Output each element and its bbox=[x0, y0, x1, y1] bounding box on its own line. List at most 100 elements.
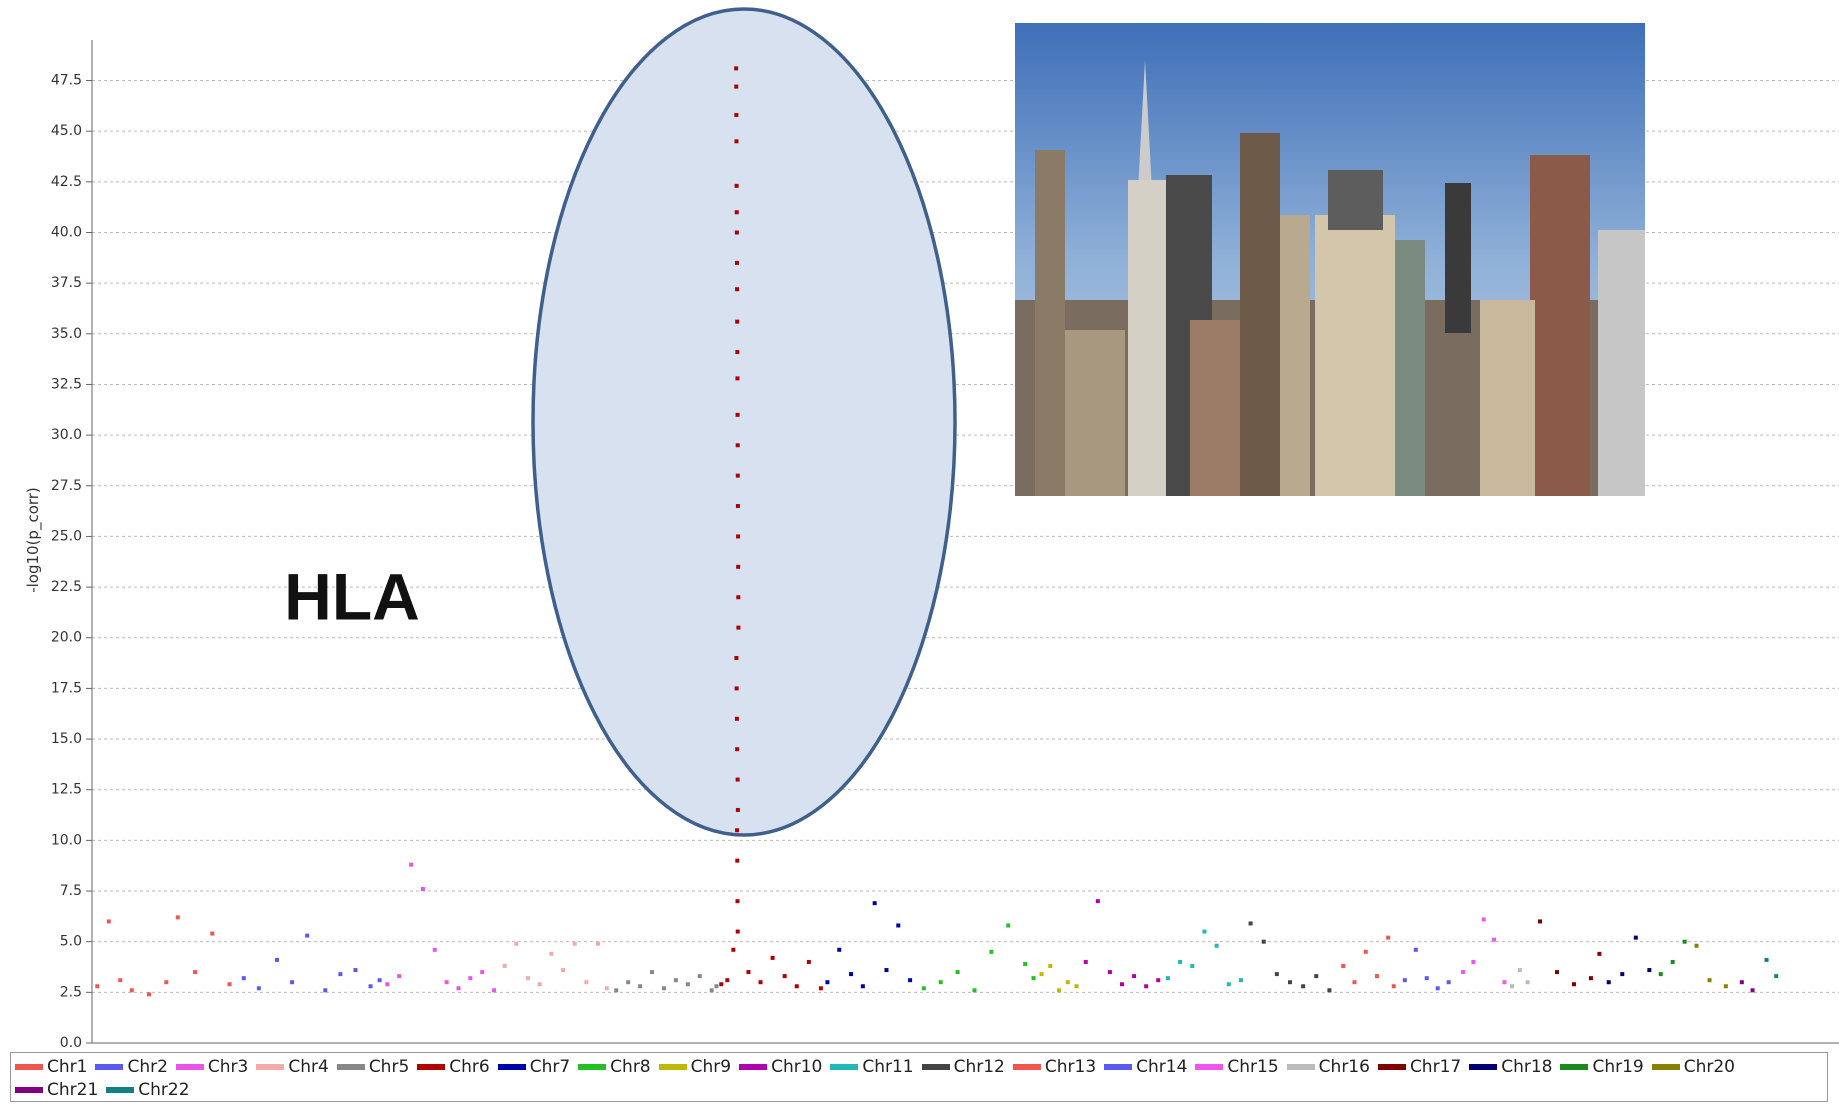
point bbox=[939, 980, 943, 984]
point bbox=[1765, 958, 1769, 962]
point bbox=[1620, 972, 1624, 976]
point bbox=[1239, 978, 1243, 982]
legend-item: Chr4 bbox=[256, 1055, 328, 1078]
point bbox=[725, 978, 729, 982]
point bbox=[736, 534, 740, 538]
point bbox=[736, 930, 740, 934]
point bbox=[290, 980, 294, 984]
point bbox=[1215, 944, 1219, 948]
point bbox=[397, 974, 401, 978]
point bbox=[385, 982, 389, 986]
point bbox=[1572, 982, 1576, 986]
point bbox=[736, 413, 740, 417]
point bbox=[1166, 976, 1170, 980]
point bbox=[1032, 976, 1036, 980]
point bbox=[242, 976, 246, 980]
point bbox=[1502, 980, 1506, 984]
point bbox=[735, 230, 739, 234]
point bbox=[735, 376, 739, 380]
y-tick-label: 5.0 bbox=[60, 934, 82, 950]
point bbox=[1048, 964, 1052, 968]
y-tick-label: 20.0 bbox=[51, 630, 82, 646]
legend-swatch bbox=[1469, 1064, 1497, 1070]
point bbox=[734, 66, 738, 70]
point bbox=[409, 863, 413, 867]
legend-item: Chr1 bbox=[15, 1055, 87, 1078]
legend-item: Chr21 bbox=[15, 1078, 98, 1101]
point bbox=[107, 919, 111, 923]
legend: Chr1Chr2Chr3Chr4Chr5Chr6Chr7Chr8Chr9Chr1… bbox=[10, 1052, 1828, 1102]
point bbox=[736, 778, 740, 782]
legend-swatch bbox=[417, 1064, 445, 1070]
point bbox=[735, 320, 739, 324]
y-tick-label: 2.5 bbox=[60, 984, 82, 1000]
point bbox=[456, 986, 460, 990]
point bbox=[825, 980, 829, 984]
point bbox=[1634, 936, 1638, 940]
point bbox=[1724, 984, 1728, 988]
legend-swatch bbox=[1195, 1064, 1223, 1070]
point bbox=[257, 986, 261, 990]
point bbox=[735, 261, 739, 265]
legend-label: Chr14 bbox=[1136, 1057, 1187, 1077]
y-tick-label: 37.5 bbox=[51, 275, 82, 291]
point bbox=[734, 656, 738, 660]
point bbox=[1751, 988, 1755, 992]
point bbox=[1647, 968, 1651, 972]
legend-label: Chr11 bbox=[862, 1057, 913, 1077]
point bbox=[736, 474, 740, 478]
point bbox=[1084, 960, 1088, 964]
point bbox=[873, 901, 877, 905]
point bbox=[1555, 970, 1559, 974]
point bbox=[526, 976, 530, 980]
point bbox=[735, 686, 739, 690]
point bbox=[837, 948, 841, 952]
point bbox=[369, 984, 373, 988]
point bbox=[662, 986, 666, 990]
y-tick-label: 32.5 bbox=[51, 376, 82, 392]
y-tick-label: 47.5 bbox=[51, 73, 82, 89]
point bbox=[771, 956, 775, 960]
legend-label: Chr13 bbox=[1045, 1057, 1096, 1077]
chart: 0.02.55.07.510.012.515.017.520.022.525.0… bbox=[0, 0, 1839, 1050]
point bbox=[1301, 984, 1305, 988]
point bbox=[1040, 972, 1044, 976]
legend-label: Chr1 bbox=[47, 1057, 87, 1077]
point bbox=[1132, 974, 1136, 978]
legend-item: Chr7 bbox=[498, 1055, 570, 1078]
point bbox=[1144, 984, 1148, 988]
point bbox=[305, 934, 309, 938]
legend-swatch bbox=[256, 1064, 284, 1070]
legend-label: Chr19 bbox=[1592, 1057, 1643, 1077]
point bbox=[1659, 972, 1663, 976]
y-tick-label: 22.5 bbox=[51, 579, 82, 595]
legend-label: Chr6 bbox=[449, 1057, 489, 1077]
legend-swatch bbox=[337, 1064, 365, 1070]
point bbox=[736, 899, 740, 903]
point bbox=[164, 980, 168, 984]
point bbox=[1414, 948, 1418, 952]
y-tick-label: 0.0 bbox=[60, 1035, 82, 1050]
point bbox=[433, 948, 437, 952]
point bbox=[1202, 930, 1206, 934]
legend-swatch bbox=[498, 1064, 526, 1070]
highlight-ellipse bbox=[533, 9, 955, 835]
legend-item: Chr16 bbox=[1287, 1055, 1370, 1078]
point bbox=[193, 970, 197, 974]
point bbox=[807, 960, 811, 964]
legend-swatch bbox=[659, 1064, 687, 1070]
y-tick-label: 15.0 bbox=[51, 731, 82, 747]
point bbox=[908, 978, 912, 982]
point bbox=[714, 984, 718, 988]
legend-label: Chr17 bbox=[1410, 1057, 1461, 1077]
point bbox=[275, 958, 279, 962]
y-tick-label: 10.0 bbox=[51, 832, 82, 848]
point bbox=[353, 968, 357, 972]
point bbox=[1683, 940, 1687, 944]
point bbox=[759, 980, 763, 984]
y-tick-label: 25.0 bbox=[51, 528, 82, 544]
point bbox=[561, 968, 565, 972]
point bbox=[783, 974, 787, 978]
y-tick-label: 27.5 bbox=[51, 478, 82, 494]
point bbox=[1492, 938, 1496, 942]
